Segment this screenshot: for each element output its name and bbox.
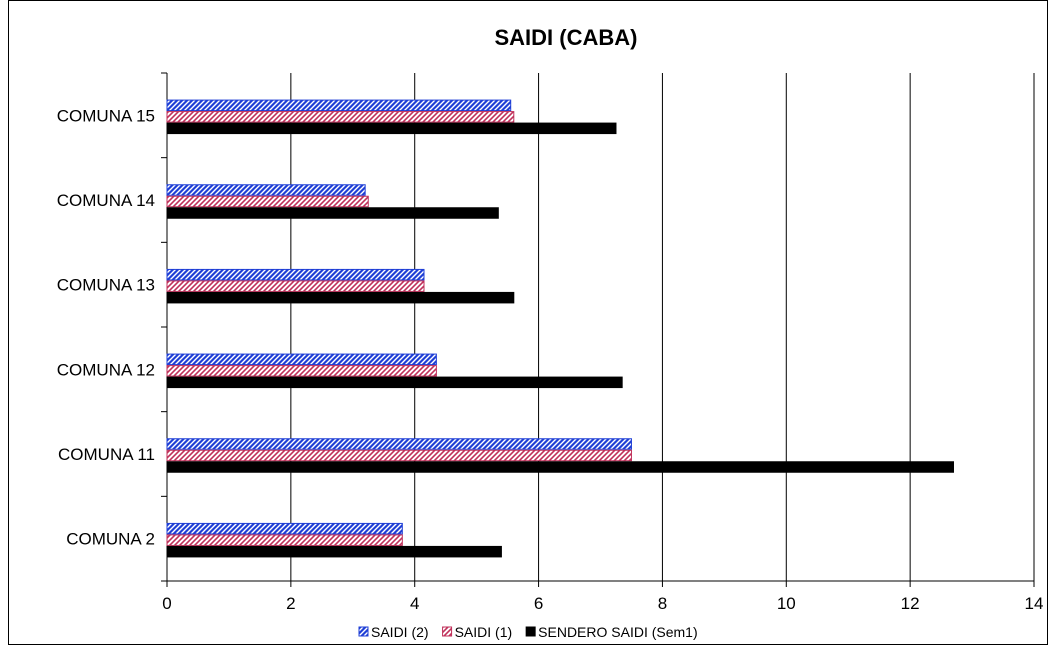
bar [166,111,515,123]
axes [161,72,1035,587]
bar [166,461,954,473]
chart: SAIDI (CABA) COMUNA 15 COMUNA 14 COMUNA 13… [57,25,1044,640]
bar [166,438,632,450]
legend-swatch [358,626,369,637]
bar [166,376,623,389]
legend-label: SENDERO SAIDI (Sem1) [538,624,697,640]
x-tick-label: 6 [534,594,543,613]
x-tick-labels: 0 2 4 6 8 10 12 14 [162,594,1043,613]
x-tick-label: 2 [286,594,295,613]
gridlines [290,73,1035,581]
legend-label: SAIDI (1) [455,624,513,640]
legend-swatch [525,626,536,637]
bar [166,122,617,135]
bar [166,207,499,219]
legend-swatch [442,626,453,637]
chart-title: SAIDI (CABA) [495,25,638,50]
bar [166,534,403,546]
bar [166,365,437,377]
bar [166,195,369,208]
category-label: COMUNA 14 [57,191,155,210]
bar [166,291,515,304]
bar [166,99,512,112]
category-label: COMUNA 2 [66,530,155,549]
category-label: COMUNA 11 [58,445,155,464]
bar [166,545,502,558]
category-label: COMUNA 13 [57,276,155,295]
bar [166,353,437,366]
bar [166,449,632,462]
x-tick-label: 4 [410,594,419,613]
x-tick-label: 12 [901,594,920,613]
chart-frame: SAIDI (CABA) COMUNA 15 COMUNA 14 COMUNA 13… [8,0,1048,645]
bar [166,522,403,535]
bars [166,99,954,558]
legend: SAIDI (2) SAIDI (1) SENDERO SAIDI (Sem1) [358,624,698,640]
x-tick-label: 10 [777,594,796,613]
x-tick-label: 14 [1025,594,1044,613]
category-labels: COMUNA 15 COMUNA 14 COMUNA 13 COMUNA 12 COMU… [57,106,155,548]
legend-label: SAIDI (2) [371,624,429,640]
bar [166,184,366,196]
x-tick-label: 0 [162,594,171,613]
x-tick-label: 8 [658,594,667,613]
bar [166,268,425,281]
bar [166,280,425,292]
category-label: COMUNA 12 [57,360,155,379]
category-label: COMUNA 15 [57,106,155,125]
